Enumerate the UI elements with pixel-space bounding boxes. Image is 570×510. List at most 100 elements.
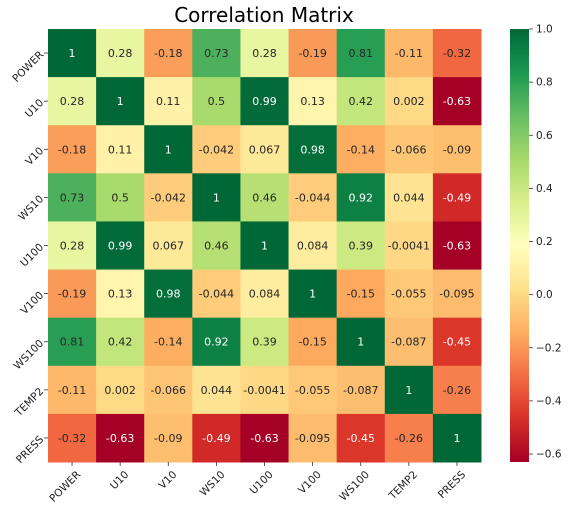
heatmap-cell-u100-power — [48, 221, 97, 271]
heatmap-cell-v10-u100 — [240, 125, 290, 174]
heatmap-cell-press-ws10 — [192, 413, 241, 463]
x-tick-label: V100 — [296, 469, 324, 497]
heatmap-cell-temp2-temp2 — [384, 365, 434, 415]
cell-value-label: -0.26 — [395, 432, 423, 445]
cell-value-label: 0.13 — [108, 288, 133, 301]
cell-value-label: -0.45 — [443, 336, 471, 349]
cell-value-label: 0.99 — [252, 95, 277, 108]
cell-value-label: 0.044 — [393, 191, 425, 204]
cell-value-label: -0.087 — [343, 384, 378, 397]
cell-value-label: 0.46 — [252, 191, 277, 204]
colorbar-tick-label: 0.4 — [536, 183, 553, 195]
colorbar-tick-label: −0.6 — [536, 449, 562, 461]
cell-value-label: 0.28 — [252, 47, 277, 60]
cell-value-label: 0.5 — [111, 191, 129, 204]
heatmap-cell-temp2-press — [432, 365, 482, 415]
chart-title: Correlation Matrix — [174, 3, 354, 27]
cell-value-label: 1 — [453, 432, 460, 445]
cell-value-label: -0.055 — [295, 384, 330, 397]
heatmap-cell-press-u10 — [96, 413, 145, 463]
cell-value-label: -0.055 — [391, 288, 426, 301]
heatmap-cell-u10-u100 — [240, 77, 290, 126]
heatmap-cell-v100-ws100 — [336, 269, 386, 319]
cell-value-label: 0.73 — [204, 47, 229, 60]
cell-value-label: 0.92 — [204, 336, 229, 349]
cell-value-label: 0.11 — [108, 143, 133, 156]
heatmap-cell-ws100-u100 — [240, 317, 290, 367]
heatmap-cell-u10-temp2 — [384, 77, 434, 126]
heatmap-cell-ws100-press — [432, 317, 482, 367]
x-tick-label: U100 — [248, 469, 276, 497]
heatmap-cell-u100-v10 — [144, 221, 193, 271]
colorbar-tick-label: 0.2 — [536, 236, 553, 248]
heatmap-cell-temp2-v100 — [288, 365, 338, 415]
heatmap-cell-ws10-ws10 — [192, 173, 241, 222]
cell-value-label: 0.13 — [300, 95, 325, 108]
heatmap-cell-v100-u100 — [240, 269, 290, 319]
heatmap-cell-temp2-u10 — [96, 365, 145, 415]
y-tick-label: WS10 — [16, 193, 46, 223]
cell-value-label: 1 — [165, 143, 172, 156]
cell-value-label: -0.45 — [346, 432, 374, 445]
heatmap-cell-ws10-ws100 — [336, 173, 386, 222]
heatmap-cell-ws10-u10 — [96, 173, 145, 222]
heatmap-cell-u10-power — [48, 77, 97, 126]
heatmap-cell-temp2-ws100 — [336, 365, 386, 415]
heatmap-cell-v100-power — [48, 269, 97, 319]
heatmap-cell-v10-press — [432, 125, 482, 174]
heatmap-cell-v10-u10 — [96, 125, 145, 174]
cell-value-label: 1 — [117, 95, 124, 108]
cell-value-label: 0.46 — [204, 240, 229, 253]
heatmap-cell-v10-v100 — [288, 125, 338, 174]
heatmap-cell-u100-temp2 — [384, 221, 434, 271]
heatmap-cell-power-v10 — [144, 29, 193, 78]
cell-value-label: 0.28 — [60, 240, 85, 253]
cell-value-label: -0.09 — [154, 432, 182, 445]
cell-value-label: -0.32 — [58, 432, 86, 445]
cell-value-label: -0.066 — [391, 143, 426, 156]
cell-value-label: -0.49 — [443, 191, 471, 204]
cell-value-label: 0.73 — [60, 191, 85, 204]
cell-value-label: 1 — [261, 240, 268, 253]
colorbar-tick-label: −0.2 — [536, 342, 562, 354]
heatmap-cell-u100-ws100 — [336, 221, 386, 271]
cell-value-label: -0.0041 — [243, 384, 285, 397]
x-tick-label: WS100 — [337, 469, 372, 504]
heatmap-cell-temp2-u100 — [240, 365, 290, 415]
cell-value-label: 0.98 — [300, 143, 325, 156]
cell-value-label: 1 — [405, 384, 412, 397]
heatmap-cell-ws100-power — [48, 317, 97, 367]
heatmap-cell-press-u100 — [240, 413, 290, 463]
heatmap-cells: 1 0.28 -0.18 0.73 0.28 -0.19 0.81 -0.11 -0.32 0.2… — [48, 29, 482, 463]
cell-value-label: -0.095 — [295, 432, 330, 445]
heatmap-cell-press-press — [432, 413, 482, 463]
heatmap-cell-u10-ws100 — [336, 77, 386, 126]
heatmap-cell-power-ws10 — [192, 29, 241, 78]
cell-value-label: -0.09 — [443, 143, 471, 156]
cell-value-label: -0.0041 — [388, 240, 430, 253]
cell-value-label: 0.81 — [348, 47, 373, 60]
x-tick-label: U10 — [108, 469, 131, 492]
cell-value-label: -0.18 — [58, 143, 86, 156]
column-labels: POWER U10 V10 WS10 U100 V100 WS100 TEMP2 PRESS — [47, 462, 468, 505]
cell-value-label: 1 — [309, 288, 316, 301]
y-tick-label: WS100 — [12, 337, 47, 372]
x-tick-label: PRESS — [436, 468, 468, 500]
heatmap-cell-ws100-v100 — [288, 317, 338, 367]
cell-value-label: 0.067 — [153, 240, 185, 253]
heatmap-cell-temp2-ws10 — [192, 365, 241, 415]
cell-value-label: -0.15 — [346, 288, 374, 301]
heatmap-cell-power-v100 — [288, 29, 338, 78]
heatmap-cell-power-ws100 — [336, 29, 386, 78]
heatmap-cell-ws10-press — [432, 173, 482, 222]
heatmap-cell-press-v10 — [144, 413, 193, 463]
cell-value-label: 0.39 — [252, 336, 277, 349]
colorbar-tick-label: 0.6 — [536, 130, 553, 142]
cell-value-label: 0.084 — [297, 240, 329, 253]
heatmap-cell-v10-ws10 — [192, 125, 241, 174]
y-tick-label: TEMP2 — [12, 386, 46, 420]
cell-value-label: 1 — [213, 191, 220, 204]
heatmap-cell-u100-ws10 — [192, 221, 241, 271]
cell-value-label: 0.084 — [249, 288, 281, 301]
